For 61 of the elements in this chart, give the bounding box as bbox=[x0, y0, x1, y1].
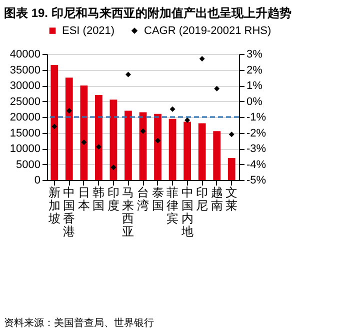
y2-tick-label: -2% bbox=[246, 127, 266, 140]
point bbox=[184, 117, 190, 123]
bar bbox=[50, 65, 58, 180]
bar bbox=[65, 78, 73, 180]
y-tick-label: 10000 bbox=[10, 143, 40, 155]
point bbox=[155, 138, 161, 144]
y2-tick-label: -5% bbox=[246, 174, 266, 186]
point bbox=[199, 56, 205, 62]
x-tick-label: 中国香港 bbox=[63, 186, 76, 238]
bar bbox=[213, 131, 221, 180]
bar bbox=[110, 100, 118, 180]
y2-tick-label: -3% bbox=[246, 143, 266, 155]
x-tick-label: 日本 bbox=[78, 186, 90, 212]
bar bbox=[184, 122, 191, 180]
y-tick-label: 20000 bbox=[10, 112, 40, 124]
x-tick-label: 韩国 bbox=[92, 186, 105, 212]
point bbox=[170, 106, 176, 112]
bar bbox=[168, 118, 176, 180]
x-tick-label: 马来西亚 bbox=[122, 186, 134, 238]
y2-tick-label: 1% bbox=[246, 80, 263, 92]
x-tick-label: 文莱 bbox=[226, 186, 238, 212]
x-tick-label: 印尼 bbox=[196, 186, 208, 212]
bar bbox=[154, 114, 162, 180]
legend-label: ESI (2021) bbox=[62, 24, 115, 37]
y2-tick-label: 3% bbox=[246, 48, 263, 60]
y-tick-label: 35000 bbox=[10, 64, 40, 76]
y-tick-label: 0 bbox=[34, 174, 40, 186]
y2-tick-label: -4% bbox=[246, 158, 266, 171]
chart-title: 图表 19. 印尼和马来西亚的附加值产出也呈现上升趋势 bbox=[4, 5, 292, 22]
y-tick-label: 40000 bbox=[10, 48, 40, 60]
y2-tick-label: 0% bbox=[246, 96, 263, 108]
x-tick-label: 台湾 bbox=[137, 186, 149, 212]
x-tick-label: 菲律宾 bbox=[166, 186, 179, 226]
point bbox=[52, 124, 58, 130]
x-tick-label: 印度 bbox=[107, 186, 120, 212]
point bbox=[214, 86, 220, 92]
legend-label: CAGR (2019-20021 RHS) bbox=[144, 24, 272, 37]
y2-tick-label: -1% bbox=[246, 112, 266, 124]
point bbox=[96, 144, 102, 150]
x-tick-label: 泰国 bbox=[152, 186, 164, 212]
y-tick-label: 15000 bbox=[10, 127, 40, 140]
bar bbox=[139, 112, 147, 180]
x-tick-label: 中国内地 bbox=[180, 186, 194, 238]
bar bbox=[124, 110, 132, 180]
bar bbox=[198, 123, 206, 180]
point bbox=[125, 72, 131, 78]
bar bbox=[80, 86, 88, 180]
point bbox=[66, 108, 72, 114]
point bbox=[228, 132, 234, 138]
point bbox=[110, 164, 116, 170]
point bbox=[140, 128, 146, 134]
x-tick-label: 越南 bbox=[210, 186, 223, 212]
y2-tick-label: 2% bbox=[246, 64, 263, 76]
bar bbox=[228, 158, 236, 180]
y-tick-label: 30000 bbox=[10, 80, 40, 92]
bar bbox=[95, 94, 102, 180]
text: 资料来源：美国普查局、世界银行 bbox=[4, 316, 154, 330]
y-tick-label: 5000 bbox=[16, 158, 40, 171]
y-tick-label: 25000 bbox=[10, 96, 40, 108]
point bbox=[81, 139, 87, 145]
x-tick-label: 新加坡 bbox=[47, 186, 60, 226]
